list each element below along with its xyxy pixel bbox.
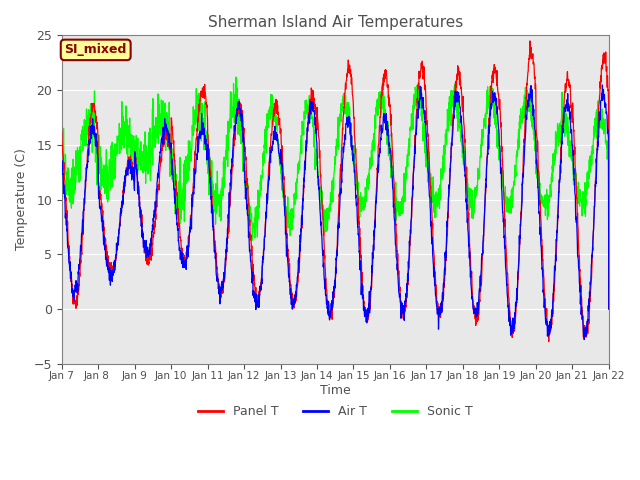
X-axis label: Time: Time [320,384,351,397]
Legend: Panel T, Air T, Sonic T: Panel T, Air T, Sonic T [193,400,478,423]
Text: SI_mixed: SI_mixed [65,43,127,56]
Title: Sherman Island Air Temperatures: Sherman Island Air Temperatures [207,15,463,30]
Y-axis label: Temperature (C): Temperature (C) [15,149,28,251]
